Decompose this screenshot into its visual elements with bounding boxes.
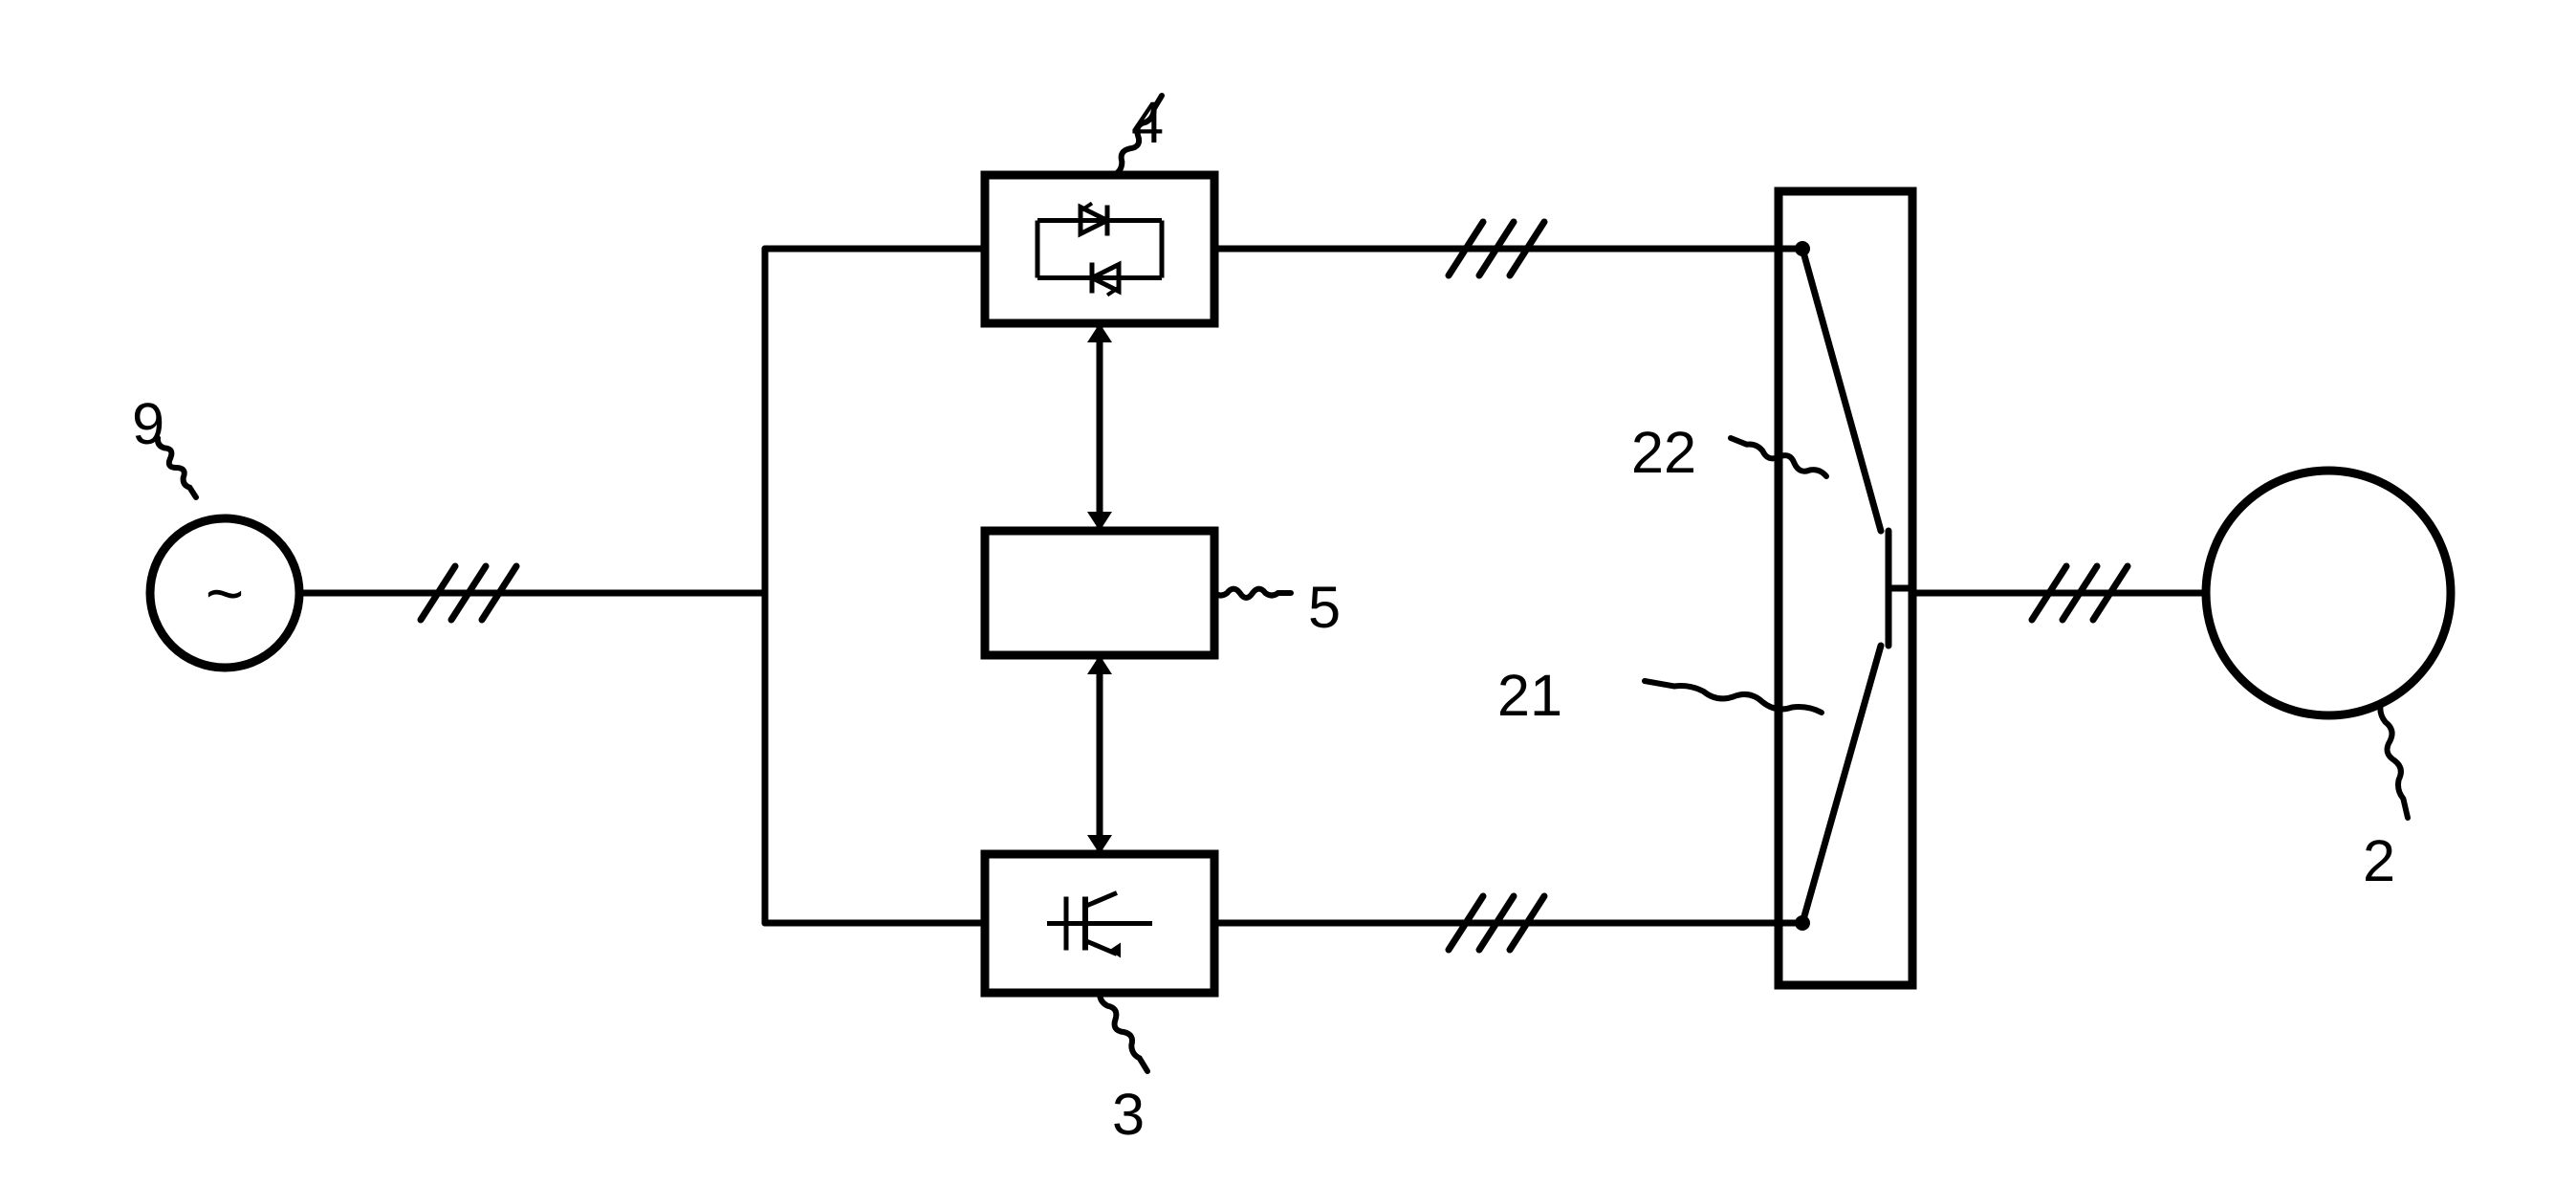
source-label: 9: [132, 390, 164, 456]
box5-label: 5: [1308, 574, 1341, 640]
motor-label: 2: [2363, 827, 2395, 893]
box3-lead: [1100, 993, 1147, 1071]
box4-label: 4: [1131, 89, 1164, 155]
three-phase-marker-0: [421, 566, 516, 620]
controller-box: [985, 531, 1214, 655]
box3-label: 3: [1112, 1081, 1145, 1147]
box5-lead: [1214, 589, 1291, 598]
motor-load: [2206, 471, 2451, 715]
switch-21-label: 21: [1497, 662, 1562, 728]
three-phase-marker-2: [1449, 896, 1544, 950]
ac-source-tilde: ~: [206, 556, 245, 630]
three-phase-marker-3: [2032, 566, 2128, 620]
switch-22-label: 22: [1631, 419, 1696, 485]
converter-top-box: [985, 175, 1214, 323]
three-phase-marker-1: [1449, 222, 1544, 275]
motor-lead: [2380, 703, 2408, 818]
